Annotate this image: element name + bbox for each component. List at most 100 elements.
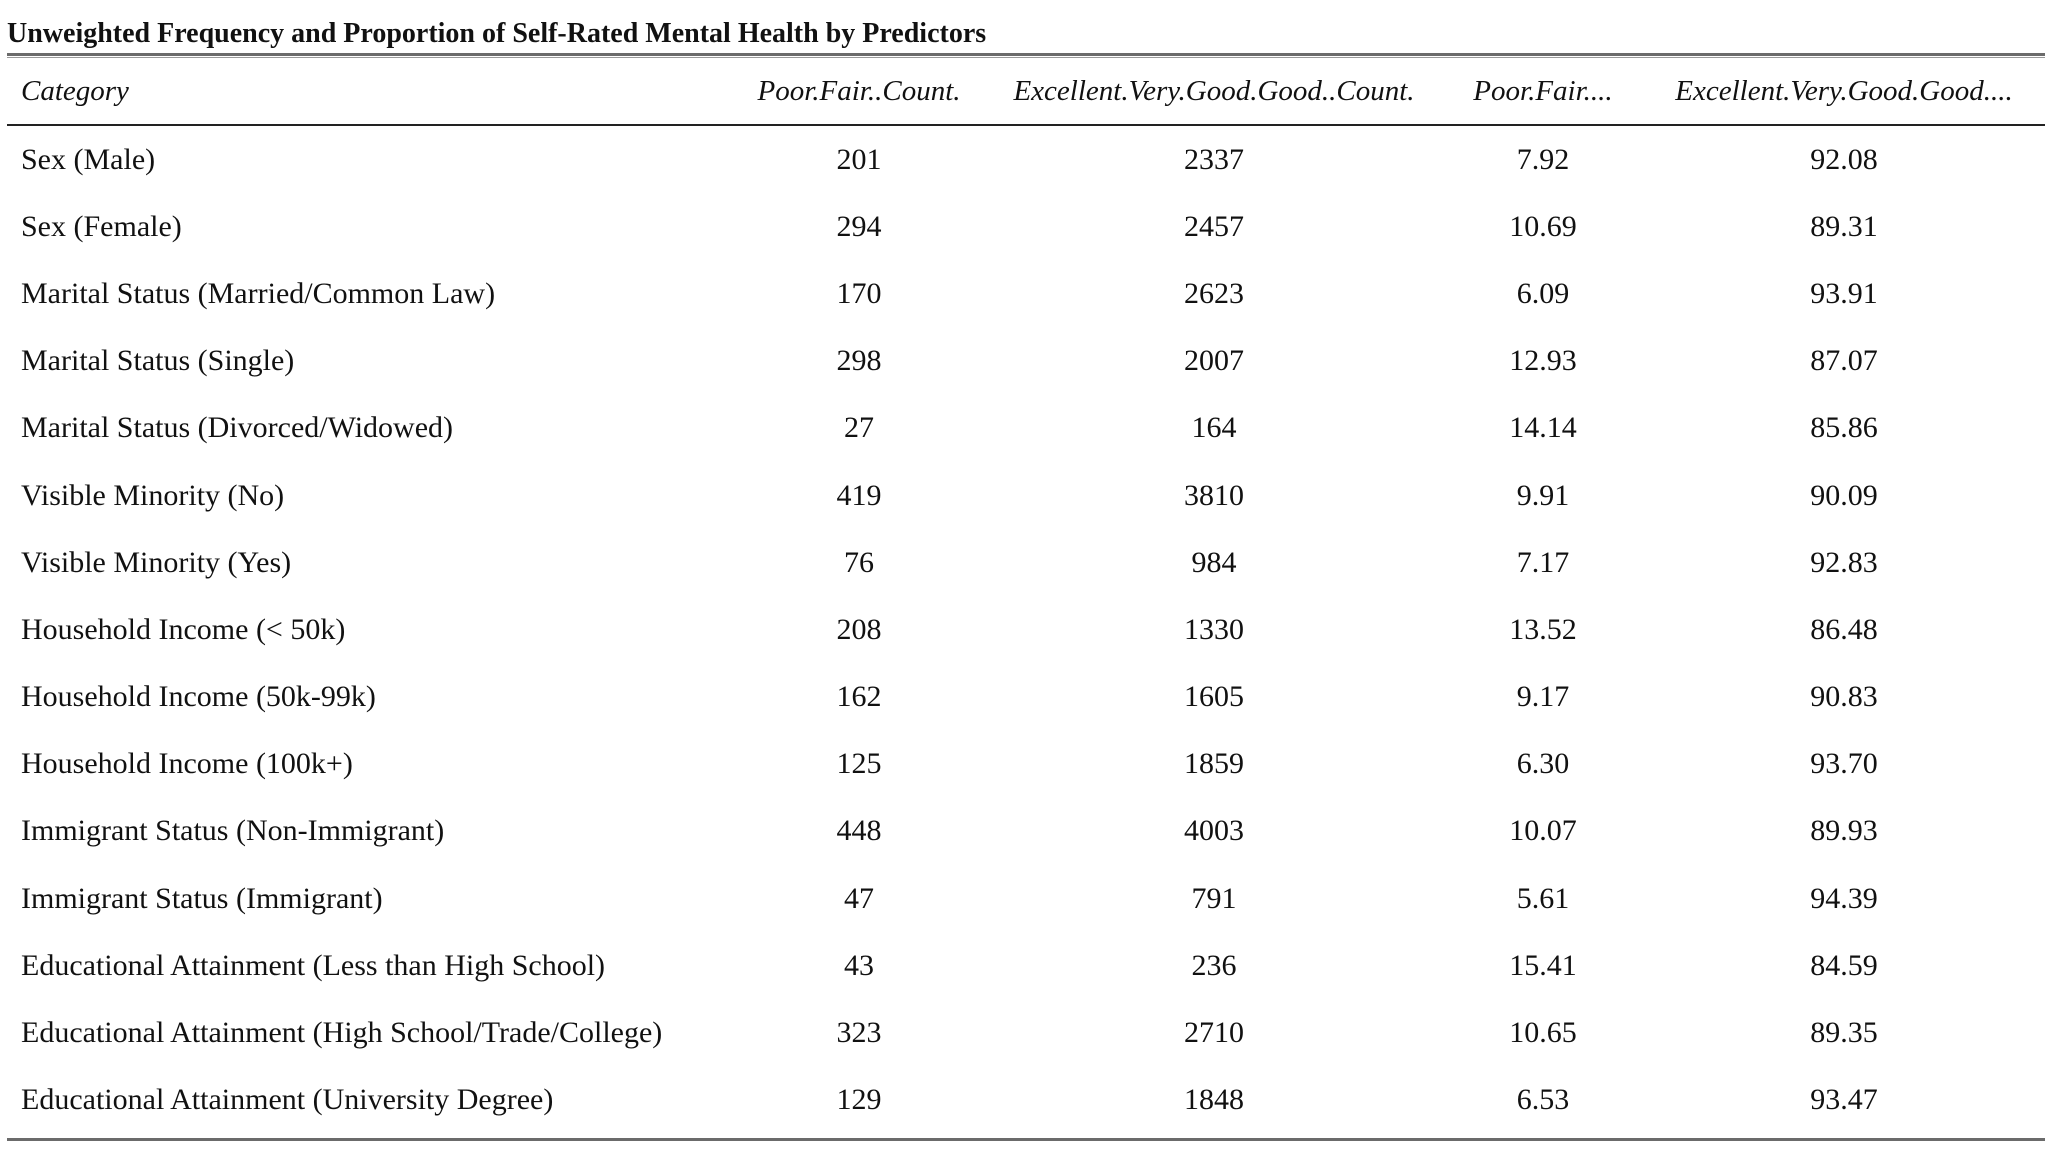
- table-body: Sex (Male) 201 2337 7.92 92.08 Sex (Female) 29…: [7, 124, 2045, 1134]
- excellent-good-count-cell: 3810: [1184, 478, 1244, 512]
- data-table: Category Poor.Fair..Count. Excellent.Ver…: [7, 58, 2045, 1134]
- header-row: Category Poor.Fair..Count. Excellent.Ver…: [7, 58, 2045, 124]
- poor-fair-count-cell: 162: [836, 680, 882, 714]
- poor-fair-count-cell: 27: [844, 411, 874, 445]
- excellent-good-count-cell: 1859: [1184, 747, 1244, 781]
- excellent-good-percent-cell: 87.07: [1810, 344, 1878, 378]
- poor-fair-percent-cell: 10.07: [1509, 814, 1577, 848]
- excellent-good-count-cell: 2337: [1184, 142, 1244, 176]
- poor-fair-percent-cell: 10.65: [1509, 1016, 1577, 1050]
- excellent-good-count-cell: 1848: [1184, 1083, 1244, 1117]
- poor-fair-count-cell: 125: [836, 747, 882, 781]
- table-row: Educational Attainment (High School/Trad…: [7, 999, 2045, 1066]
- excellent-good-percent-cell: 93.47: [1810, 1083, 1878, 1117]
- category-cell: Household Income (50k-99k): [21, 680, 376, 714]
- column-header-excellent-good-percent: Excellent.Very.Good.Good....: [1675, 74, 2013, 107]
- table-row: Immigrant Status (Non-Immigrant) 448 4003 1…: [7, 798, 2045, 865]
- top-rule: [7, 53, 2045, 56]
- excellent-good-count-cell: 791: [1191, 881, 1237, 915]
- poor-fair-percent-cell: 6.30: [1516, 747, 1570, 781]
- poor-fair-percent-cell: 9.17: [1516, 680, 1570, 714]
- table-row: Sex (Female) 294 2457 10.69 89.31: [7, 193, 2045, 260]
- table-row: Visible Minority (Yes) 76 984 7.17 92.83: [7, 529, 2045, 596]
- excellent-good-percent-cell: 89.93: [1810, 814, 1878, 848]
- table-row: Household Income (50k-99k) 162 1605 9.17 90.…: [7, 664, 2045, 731]
- poor-fair-count-cell: 201: [836, 142, 882, 176]
- excellent-good-percent-cell: 94.39: [1810, 881, 1878, 915]
- table-row: Marital Status (Married/Common Law) 170 26…: [7, 260, 2045, 327]
- excellent-good-count-cell: 2710: [1184, 1016, 1244, 1050]
- poor-fair-percent-cell: 9.91: [1516, 478, 1570, 512]
- excellent-good-count-cell: 1330: [1184, 612, 1244, 646]
- excellent-good-count-cell: 2623: [1184, 276, 1244, 310]
- poor-fair-percent-cell: 7.92: [1516, 142, 1570, 176]
- category-cell: Sex (Male): [21, 142, 156, 176]
- table-row: Visible Minority (No) 419 3810 9.91 90.09: [7, 462, 2045, 529]
- excellent-good-percent-cell: 93.91: [1810, 276, 1878, 310]
- table-row: Marital Status (Single) 298 2007 12.93 87.07: [7, 328, 2045, 395]
- poor-fair-count-cell: 298: [836, 344, 882, 378]
- top-rule-inner: [7, 57, 2045, 58]
- category-cell: Visible Minority (Yes): [21, 545, 292, 579]
- category-cell: Sex (Female): [21, 209, 182, 243]
- excellent-good-percent-cell: 92.83: [1810, 545, 1878, 579]
- excellent-good-count-cell: 2007: [1184, 344, 1244, 378]
- table-row: Educational Attainment (Less than High S…: [7, 932, 2045, 999]
- table-caption: Unweighted Frequency and Proportion of S…: [7, 18, 987, 49]
- table-row: Sex (Male) 201 2337 7.92 92.08: [7, 124, 2045, 193]
- poor-fair-percent-cell: 15.41: [1509, 948, 1577, 982]
- excellent-good-percent-cell: 89.31: [1810, 209, 1878, 243]
- category-cell: Household Income (< 50k): [21, 612, 346, 646]
- table-row: Household Income (100k+) 125 1859 6.30 93.70: [7, 731, 2045, 798]
- excellent-good-count-cell: 164: [1191, 411, 1237, 445]
- category-cell: Immigrant Status (Immigrant): [21, 881, 383, 915]
- category-cell: Marital Status (Divorced/Widowed): [21, 411, 454, 445]
- excellent-good-count-cell: 236: [1191, 948, 1237, 982]
- column-header-poor-fair-percent: Poor.Fair....: [1473, 74, 1613, 107]
- bottom-rule: [7, 1138, 2045, 1141]
- poor-fair-count-cell: 208: [836, 612, 882, 646]
- excellent-good-percent-cell: 85.86: [1810, 411, 1878, 445]
- poor-fair-count-cell: 294: [836, 209, 882, 243]
- table-header: Category Poor.Fair..Count. Excellent.Ver…: [7, 58, 2045, 124]
- excellent-good-percent-cell: 92.08: [1810, 142, 1878, 176]
- poor-fair-percent-cell: 6.53: [1516, 1083, 1570, 1117]
- poor-fair-percent-cell: 5.61: [1516, 881, 1570, 915]
- excellent-good-percent-cell: 90.83: [1810, 680, 1878, 714]
- table-row: Household Income (< 50k) 208 1330 13.52 86.4…: [7, 596, 2045, 663]
- excellent-good-count-cell: 2457: [1184, 209, 1244, 243]
- column-header-excellent-good-count: Excellent.Very.Good.Good..Count.: [1013, 74, 1415, 107]
- excellent-good-percent-cell: 89.35: [1810, 1016, 1878, 1050]
- poor-fair-count-cell: 448: [836, 814, 882, 848]
- poor-fair-percent-cell: 6.09: [1516, 276, 1570, 310]
- table-row: Educational Attainment (University Degre…: [7, 1067, 2045, 1134]
- excellent-good-percent-cell: 90.09: [1810, 478, 1878, 512]
- poor-fair-count-cell: 76: [844, 545, 874, 579]
- poor-fair-count-cell: 419: [836, 478, 882, 512]
- table-row: Marital Status (Divorced/Widowed) 27 164 14…: [7, 395, 2045, 462]
- poor-fair-percent-cell: 13.52: [1509, 612, 1577, 646]
- header-rule: [7, 124, 2045, 126]
- category-cell: Visible Minority (No): [21, 478, 285, 512]
- poor-fair-count-cell: 43: [844, 948, 874, 982]
- excellent-good-percent-cell: 93.70: [1810, 747, 1878, 781]
- excellent-good-count-cell: 1605: [1184, 680, 1244, 714]
- poor-fair-percent-cell: 10.69: [1509, 209, 1577, 243]
- excellent-good-count-cell: 984: [1191, 545, 1237, 579]
- category-cell: Immigrant Status (Non-Immigrant): [21, 814, 445, 848]
- category-cell: Marital Status (Married/Common Law): [21, 276, 496, 310]
- category-cell: Marital Status (Single): [21, 344, 295, 378]
- excellent-good-count-cell: 4003: [1184, 814, 1244, 848]
- category-cell: Educational Attainment (High School/Trad…: [21, 1016, 663, 1050]
- category-cell: Educational Attainment (University Degre…: [21, 1083, 554, 1117]
- poor-fair-count-cell: 170: [836, 276, 882, 310]
- poor-fair-count-cell: 129: [836, 1083, 882, 1117]
- poor-fair-count-cell: 47: [844, 881, 874, 915]
- poor-fair-percent-cell: 14.14: [1509, 411, 1577, 445]
- category-cell: Educational Attainment (Less than High S…: [21, 948, 606, 982]
- column-header-poor-fair-count: Poor.Fair..Count.: [757, 74, 961, 107]
- column-header-category: Category: [21, 74, 129, 107]
- poor-fair-percent-cell: 12.93: [1509, 344, 1577, 378]
- poor-fair-percent-cell: 7.17: [1516, 545, 1570, 579]
- category-cell: Household Income (100k+): [21, 747, 353, 781]
